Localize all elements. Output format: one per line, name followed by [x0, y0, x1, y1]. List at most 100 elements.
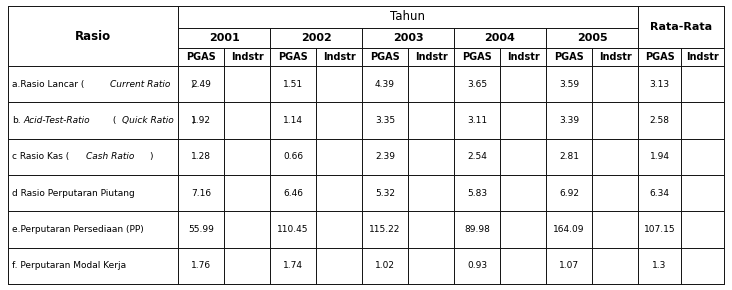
Text: 0.66: 0.66	[283, 152, 303, 161]
Bar	[8, 102, 178, 139]
Text: 5.32: 5.32	[375, 189, 395, 198]
Bar	[546, 48, 592, 66]
Bar	[178, 66, 224, 102]
Bar	[316, 175, 362, 211]
Text: 7.16: 7.16	[191, 189, 211, 198]
Text: 1.94: 1.94	[649, 152, 670, 161]
Text: (: (	[110, 116, 119, 125]
Text: 3.39: 3.39	[559, 116, 579, 125]
Bar	[638, 102, 681, 139]
Text: 1.02: 1.02	[375, 261, 395, 270]
Bar	[270, 139, 316, 175]
Text: 2005: 2005	[577, 33, 608, 43]
Bar	[178, 6, 638, 28]
Text: PGAS: PGAS	[462, 52, 492, 62]
Bar	[638, 211, 681, 248]
Bar	[224, 248, 270, 284]
Bar	[681, 102, 724, 139]
Bar	[592, 175, 638, 211]
Text: 5.83: 5.83	[467, 189, 487, 198]
Bar	[592, 102, 638, 139]
Text: 107.15: 107.15	[643, 225, 676, 234]
Bar	[178, 102, 224, 139]
Text: 1.07: 1.07	[559, 261, 579, 270]
Text: 2.49: 2.49	[191, 80, 211, 89]
Bar	[316, 211, 362, 248]
Text: 3.11: 3.11	[467, 116, 487, 125]
Bar	[8, 66, 178, 102]
Text: PGAS: PGAS	[554, 52, 584, 62]
Bar	[408, 211, 454, 248]
Bar	[681, 248, 724, 284]
Bar	[224, 66, 270, 102]
Text: 0.93: 0.93	[467, 261, 487, 270]
Bar	[546, 139, 592, 175]
Bar	[8, 175, 178, 211]
Text: Tahun: Tahun	[390, 10, 425, 23]
Bar	[316, 102, 362, 139]
Bar	[224, 175, 270, 211]
Bar	[500, 48, 546, 66]
Bar	[546, 175, 592, 211]
Bar	[454, 248, 500, 284]
Text: 2.58: 2.58	[649, 116, 670, 125]
Bar	[638, 248, 681, 284]
Text: PGAS: PGAS	[645, 52, 674, 62]
Text: Indstr: Indstr	[507, 52, 539, 62]
Text: f. Perputaran Modal Kerja: f. Perputaran Modal Kerja	[12, 261, 126, 270]
Bar	[408, 139, 454, 175]
Text: 1.92: 1.92	[191, 116, 211, 125]
Bar	[500, 102, 546, 139]
Bar	[454, 48, 500, 66]
Bar	[681, 175, 724, 211]
Bar	[270, 248, 316, 284]
Bar	[638, 66, 681, 102]
Bar	[546, 28, 638, 48]
Bar	[270, 211, 316, 248]
Bar	[362, 175, 408, 211]
Bar	[362, 66, 408, 102]
Bar	[592, 248, 638, 284]
Text: 4.39: 4.39	[375, 80, 395, 89]
Text: PGAS: PGAS	[370, 52, 400, 62]
Text: Cash Ratio: Cash Ratio	[86, 152, 135, 161]
Text: Indstr: Indstr	[323, 52, 355, 62]
Bar	[270, 48, 316, 66]
Text: Acid-Test-Ratio: Acid-Test-Ratio	[23, 116, 90, 125]
Text: ): )	[188, 80, 195, 89]
Bar	[224, 211, 270, 248]
Bar	[681, 211, 724, 248]
Bar	[681, 139, 724, 175]
Bar	[8, 211, 178, 248]
Text: 2003: 2003	[392, 33, 423, 43]
Text: Indstr: Indstr	[414, 52, 447, 62]
Bar	[546, 102, 592, 139]
Bar	[178, 28, 270, 48]
Bar	[8, 248, 178, 284]
Bar	[454, 139, 500, 175]
Bar	[592, 48, 638, 66]
Bar	[408, 48, 454, 66]
Text: 3.35: 3.35	[375, 116, 395, 125]
Bar	[638, 175, 681, 211]
Bar	[638, 6, 724, 48]
Bar	[454, 102, 500, 139]
Text: d Rasio Perputaran Piutang: d Rasio Perputaran Piutang	[12, 189, 135, 198]
Text: 2.54: 2.54	[467, 152, 487, 161]
Text: 6.92: 6.92	[559, 189, 579, 198]
Bar	[408, 248, 454, 284]
Text: 110.45: 110.45	[277, 225, 309, 234]
Text: 164.09: 164.09	[553, 225, 585, 234]
Text: 6.34: 6.34	[649, 189, 670, 198]
Bar	[316, 248, 362, 284]
Text: e.Perputaran Persediaan (PP): e.Perputaran Persediaan (PP)	[12, 225, 143, 234]
Bar	[408, 66, 454, 102]
Text: 3.59: 3.59	[559, 80, 579, 89]
Bar	[316, 66, 362, 102]
Text: Indstr: Indstr	[231, 52, 264, 62]
Text: 2.81: 2.81	[559, 152, 579, 161]
Bar	[362, 139, 408, 175]
Text: 1.74: 1.74	[283, 261, 303, 270]
Bar	[224, 102, 270, 139]
Text: Indstr: Indstr	[686, 52, 719, 62]
